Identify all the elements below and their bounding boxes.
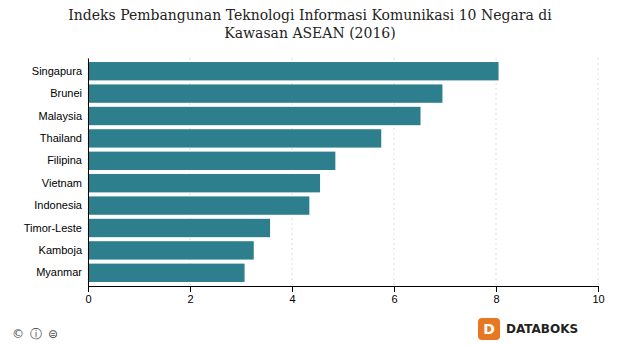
grid-line [598, 58, 599, 286]
chart: Indeks Pembangunan Teknologi Informasi K… [0, 0, 620, 348]
y-tick: Filipina [47, 154, 83, 166]
logo-label: DATABOKS [506, 322, 578, 336]
x-tick-mark [598, 286, 599, 292]
x-tick-mark [190, 286, 191, 292]
bar [88, 62, 499, 80]
footer: © ⓘ ⊜ D DATABOKS [12, 318, 578, 341]
y-axis-line [88, 59, 89, 287]
y-tick-label: Vietnam [42, 177, 82, 189]
x-axis: 0 2 4 6 8 10 [85, 286, 604, 305]
logo-box [478, 318, 500, 340]
y-tick: Kamboja [39, 244, 83, 256]
bar [88, 264, 245, 282]
title-line: Indeks Pembangunan Teknologi Informasi K… [68, 7, 552, 23]
bar [88, 241, 254, 259]
bar [88, 84, 442, 102]
plot: 0 2 4 6 8 10 Singapura Brunei Malaysia Thailand Fi… [24, 58, 605, 305]
y-tick-label: Timor-Leste [24, 222, 82, 234]
y-tick: Malaysia [39, 110, 83, 122]
y-tick-label: Filipina [47, 154, 83, 166]
bar [88, 174, 320, 192]
y-tick-label: Thailand [40, 132, 82, 144]
x-tick-label: 6 [391, 293, 397, 305]
footer-icon: © [12, 327, 24, 341]
y-tick-label: Kamboja [39, 244, 83, 256]
x-tick: 0 [85, 286, 91, 305]
y-tick: Vietnam [42, 177, 82, 189]
bar [88, 196, 309, 214]
y-tick: Timor-Leste [24, 222, 82, 234]
y-tick: Thailand [40, 132, 82, 144]
title-line: Kawasan ASEAN (2016) [224, 25, 395, 41]
x-tick: 4 [289, 286, 295, 305]
grid-line [496, 58, 497, 286]
x-tick-label: 2 [187, 293, 193, 305]
footer-icon: ⓘ [30, 327, 42, 341]
y-tick: Myanmar [36, 266, 82, 278]
x-tick-label: 4 [289, 293, 295, 305]
x-axis-line [89, 287, 599, 293]
bar [88, 129, 381, 147]
logo-letter: D [483, 321, 495, 337]
bar [88, 107, 421, 125]
title: Indeks Pembangunan Teknologi Informasi K… [68, 7, 552, 41]
y-axis: Singapura Brunei Malaysia Thailand Filipina V… [24, 59, 89, 287]
y-tick-label: Indonesia [34, 199, 83, 211]
y-tick-label: Malaysia [39, 110, 83, 122]
footer-icon: ⊜ [48, 327, 58, 341]
bar [88, 219, 270, 237]
x-tick-mark [88, 286, 89, 292]
y-tick: Brunei [50, 87, 82, 99]
x-tick-mark [394, 286, 395, 292]
x-tick-label: 8 [493, 293, 499, 305]
y-tick: Singapura [32, 65, 83, 77]
y-tick-label: Singapura [32, 65, 83, 77]
x-tick-mark [292, 286, 293, 292]
x-tick-mark [496, 286, 497, 292]
x-tick-label: 0 [85, 293, 91, 305]
grid [88, 58, 598, 286]
x-tick: 2 [187, 286, 193, 305]
y-tick-label: Brunei [50, 87, 82, 99]
x-tick: 6 [391, 286, 397, 305]
y-tick-label: Myanmar [36, 266, 82, 278]
bars [88, 62, 499, 282]
x-tick-label: 10 [592, 293, 604, 305]
y-tick: Indonesia [34, 199, 83, 211]
bar [88, 152, 335, 170]
x-tick: 8 [493, 286, 499, 305]
grid-line [88, 58, 89, 286]
x-tick: 10 [592, 286, 604, 305]
